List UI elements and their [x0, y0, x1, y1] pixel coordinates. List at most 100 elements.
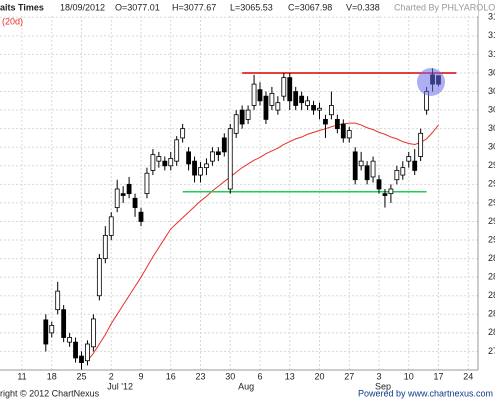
candle-body [221, 137, 227, 153]
candle-body [346, 130, 352, 139]
y-tick-label: 2820 [488, 309, 495, 319]
candle-body [239, 109, 245, 125]
y-tick-label: 2920 [488, 216, 495, 226]
x-tick-label: 13 [285, 371, 295, 381]
x-tick-label: 11 [17, 371, 26, 381]
candle-body [334, 118, 340, 130]
candle-body [180, 128, 186, 139]
x-tick-label: 20 [314, 371, 324, 381]
candle-body [85, 343, 90, 362]
candle-body [209, 151, 215, 162]
powered-by: Powered by www.chartnexus.com [358, 388, 493, 398]
candle-body [215, 151, 221, 156]
credit: Charted By PHLYAROLOGIST [394, 2, 495, 12]
candle-body [370, 160, 376, 178]
candle-body [269, 92, 275, 106]
candle-body [382, 193, 388, 196]
x-tick-label: 24 [463, 371, 473, 381]
candle-body [281, 77, 287, 97]
candle-body [156, 156, 162, 162]
candle-body [227, 128, 233, 190]
candle-body [132, 197, 138, 208]
candle-body [67, 337, 72, 343]
header-bg [0, 0, 478, 16]
x-tick-label: 17 [433, 371, 443, 381]
candle-body [192, 160, 197, 176]
moving-average [87, 122, 439, 362]
candle-body [275, 102, 281, 111]
high: H=3077.67 [172, 2, 216, 12]
candle-body [138, 211, 144, 222]
x-tick-label: 3 [376, 371, 381, 381]
candle-body [358, 160, 364, 167]
y-tick-label: 3100 [488, 49, 495, 59]
x-tick-label: 23 [195, 371, 205, 381]
x-tick-label: 9 [138, 371, 143, 381]
y-tick-label: 2960 [488, 179, 495, 189]
y-tick-label: 2860 [488, 272, 495, 282]
candle-body [198, 167, 203, 176]
candle-body [400, 167, 406, 176]
candle-body [120, 193, 126, 196]
x-tick-label: 16 [166, 371, 176, 381]
candle-body [251, 83, 257, 106]
y-tick-label: 2900 [488, 234, 495, 244]
candle-body [91, 318, 96, 348]
candle-body [233, 114, 239, 134]
candle-body [79, 355, 84, 363]
candle-body [168, 157, 174, 167]
candle-body [364, 165, 370, 181]
candle-body [61, 309, 67, 338]
candle-body [299, 95, 305, 104]
y-tick-label: 3120 [488, 30, 495, 40]
x-tick-label: 10 [404, 371, 414, 381]
month-label: Aug [238, 381, 254, 391]
month-label: Jul '12 [107, 381, 133, 391]
y-tick-label: 2840 [488, 290, 495, 300]
candle-body [305, 100, 311, 106]
candle-body [376, 179, 382, 190]
candle-body [96, 258, 102, 297]
candle-body [406, 156, 412, 162]
candle-body [174, 139, 180, 162]
candle-body [394, 170, 400, 181]
candle-body [114, 188, 120, 208]
candle-body [43, 319, 49, 345]
month-label: Sep [375, 381, 391, 391]
candle-body [102, 235, 108, 260]
candle-body [311, 105, 316, 111]
highlight-circle [417, 68, 445, 96]
candle-body [263, 95, 269, 120]
y-tick-label: 3060 [488, 86, 495, 96]
x-tick-label: 2 [109, 371, 114, 381]
y-tick-label: 3140 [488, 12, 495, 22]
y-tick-label: 3000 [488, 142, 495, 152]
candle-body [108, 216, 114, 236]
candle-body [55, 290, 61, 311]
candle-body [150, 154, 156, 171]
candle-body [204, 163, 209, 169]
y-tick-label: 2980 [488, 160, 495, 170]
candle-body [317, 107, 322, 111]
candle-body [328, 105, 334, 116]
candle-body [162, 160, 168, 167]
y-tick-label: 2940 [488, 197, 495, 207]
x-tick-label: 30 [225, 371, 235, 381]
date: 18/09/2012 [60, 2, 105, 12]
x-tick-label: 6 [257, 371, 262, 381]
candle-body [144, 172, 150, 195]
y-tick-label: 2780 [488, 346, 495, 356]
candle-body [388, 188, 394, 195]
open: O=3077.01 [115, 2, 160, 12]
copyright: right © 2012 ChartNexus [0, 388, 100, 398]
y-tick-label: 2800 [488, 327, 495, 337]
candle-body [73, 341, 78, 359]
candle-body [412, 160, 418, 171]
plot [43, 68, 457, 370]
candle-body [340, 123, 346, 139]
indicator-label: (20d) [2, 16, 23, 26]
candle-body [257, 89, 263, 102]
title: aits Times [0, 2, 44, 12]
